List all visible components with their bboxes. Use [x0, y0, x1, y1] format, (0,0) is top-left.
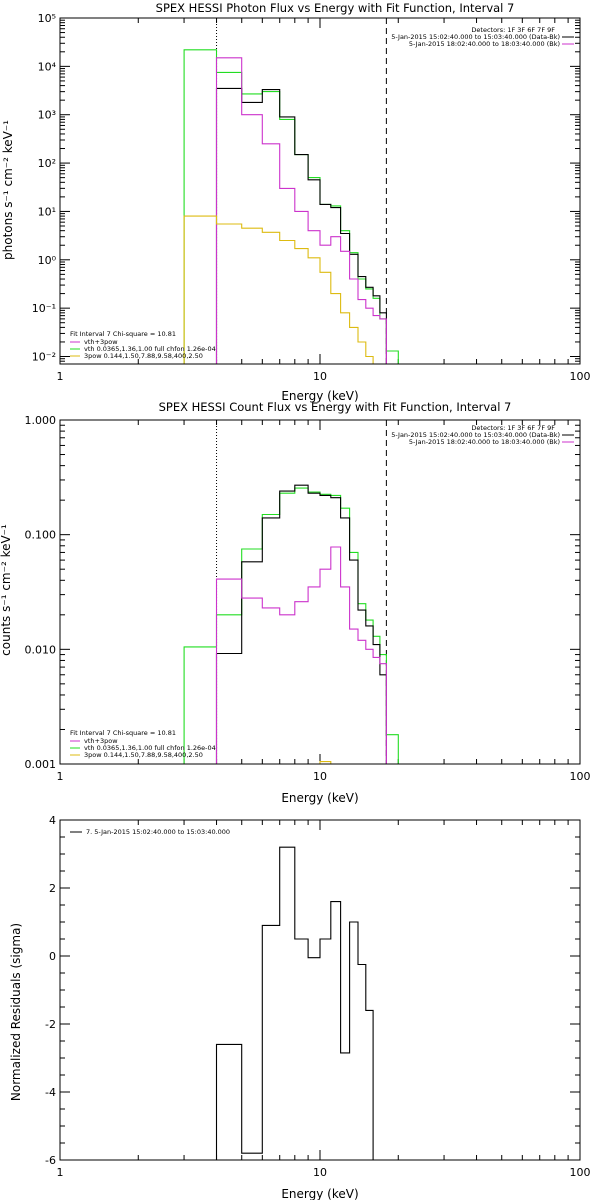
- photon-flux-frame: [59, 17, 581, 365]
- y-tick-label: 10⁰: [38, 254, 57, 267]
- x-tick-label: 10: [313, 770, 327, 783]
- count-flux-title: SPEX HESSI Count Flux vs Energy with Fit…: [159, 400, 512, 414]
- photon-flux-legend-right: 5-Jan-2015 15:02:40.000 to 15:03:40.000 …: [391, 33, 574, 48]
- photon-flux-legend-left: Fit Interval 7 Chi-square = 10.81 vth+3p…: [70, 330, 216, 360]
- count-flux-ylabel: counts s⁻¹ cm⁻² keV⁻¹: [0, 524, 13, 656]
- x-tick-label: 100: [570, 1166, 591, 1179]
- photon-flux-legend-vth: vth 0.0365,1.36,1.00 full chfon 1.26e-04: [84, 345, 216, 353]
- photon-flux-legend-data: 5-Jan-2015 15:02:40.000 to 15:03:40.000 …: [391, 33, 560, 41]
- photon-flux-title: SPEX HESSI Photon Flux vs Energy with Fi…: [156, 1, 515, 15]
- photon-flux-legend-bk: 5-Jan-2015 18:02:40.000 to 18:03:40.000 …: [409, 40, 560, 48]
- x-tick-label: 100: [570, 370, 591, 383]
- x-tick-label: 10: [313, 1166, 327, 1179]
- residuals-ylabel: Normalized Residuals (sigma): [9, 923, 23, 1101]
- y-tick-label: 0.100: [25, 529, 57, 542]
- y-tick-label: 10⁵: [38, 12, 56, 25]
- count-flux-fit-title: Fit Interval 7 Chi-square = 10.81: [70, 729, 176, 737]
- y-tick-label: 4: [49, 814, 56, 827]
- series-step-line: [215, 846, 387, 1161]
- count-flux-legend-total: vth+3pow: [84, 737, 118, 745]
- count-flux-legend-data: 5-Jan-2015 15:02:40.000 to 15:03:40.000 …: [391, 431, 560, 439]
- series-step-line: [183, 215, 387, 365]
- x-tick-label: 1: [57, 1166, 64, 1179]
- photon-flux-xlabel: Energy (keV): [281, 389, 358, 403]
- count-flux-legend-vth: vth 0.0365,1.36,1.00 full chfon 1.26e-04: [84, 744, 216, 752]
- residuals-legend: 7. 5-Jan-2015 15:02:40.000 to 15:03:40.0…: [86, 828, 230, 836]
- residuals-panel: Energy (keV) Normalized Residuals (sigma…: [9, 814, 591, 1200]
- count-flux-panel: SPEX HESSI Count Flux vs Energy with Fit…: [0, 400, 591, 805]
- y-tick-label: 10¹: [38, 205, 56, 218]
- count-flux-series: [183, 484, 399, 765]
- y-tick-label: 10³: [38, 109, 56, 122]
- y-tick-label: -4: [45, 1086, 56, 1099]
- photon-flux-ticks: 1 10 100 10⁻² 10⁻¹ 10⁰ 10¹ 10² 10³ 10⁴ 10⁵: [32, 12, 591, 383]
- photon-flux-legend-total: vth+3pow: [84, 338, 118, 346]
- series-step-line: [215, 484, 387, 764]
- residuals-series: [215, 846, 387, 1161]
- photon-flux-series: [183, 49, 399, 365]
- y-tick-label: 1.000: [25, 414, 57, 427]
- count-flux-xlabel: Energy (keV): [281, 791, 358, 805]
- y-tick-label: -6: [45, 1154, 56, 1167]
- x-tick-label: 10: [313, 370, 327, 383]
- residuals-xlabel: Energy (keV): [281, 1187, 358, 1200]
- y-tick-label: 0: [49, 950, 56, 963]
- y-tick-label: 10⁻²: [32, 351, 56, 364]
- count-flux-legend-left: Fit Interval 7 Chi-square = 10.81 vth+3p…: [70, 729, 216, 759]
- photon-flux-ylabel: photons s⁻¹ cm⁻² keV⁻¹: [1, 120, 15, 260]
- y-tick-label: 10²: [38, 157, 56, 170]
- count-flux-ticks: 1 10 100 0.001 0.010 0.100 1.000: [25, 414, 591, 783]
- count-flux-detectors: Detectors: 1F 3F 6F 7F 9F: [471, 424, 555, 432]
- series-step-line: [215, 87, 387, 364]
- y-tick-label: 10⁴: [38, 60, 57, 73]
- y-tick-label: 0.001: [25, 758, 57, 771]
- x-tick-label: 1: [57, 370, 64, 383]
- count-flux-legend-right: 5-Jan-2015 15:02:40.000 to 15:03:40.000 …: [391, 431, 574, 446]
- residuals-ticks: 1 10 100 -6 -4 -2 0 2 4: [45, 814, 590, 1179]
- y-tick-label: -2: [45, 1018, 56, 1031]
- y-tick-label: 0.010: [25, 643, 57, 656]
- photon-flux-panel: SPEX HESSI Photon Flux vs Energy with Fi…: [1, 1, 591, 403]
- series-step-line: [215, 57, 387, 364]
- count-flux-legend-3pow: 3pow 0.144,1.50,7.88,9.58,400,2.50: [84, 751, 203, 759]
- photon-flux-legend-3pow: 3pow 0.144,1.50,7.88,9.58,400,2.50: [84, 352, 203, 360]
- y-tick-label: 2: [49, 882, 56, 895]
- x-tick-label: 1: [57, 770, 64, 783]
- count-flux-frame: [59, 419, 581, 765]
- series-step-line: [215, 546, 387, 764]
- photon-flux-fit-title: Fit Interval 7 Chi-square = 10.81: [70, 330, 176, 338]
- residuals-frame: [59, 819, 581, 1161]
- x-tick-label: 100: [570, 770, 591, 783]
- photon-flux-detectors: Detectors: 1F 3F 6F 7F 9F: [471, 26, 555, 34]
- count-flux-legend-bk: 5-Jan-2015 18:02:40.000 to 18:03:40.000 …: [409, 438, 560, 446]
- y-tick-label: 10⁻¹: [32, 302, 56, 315]
